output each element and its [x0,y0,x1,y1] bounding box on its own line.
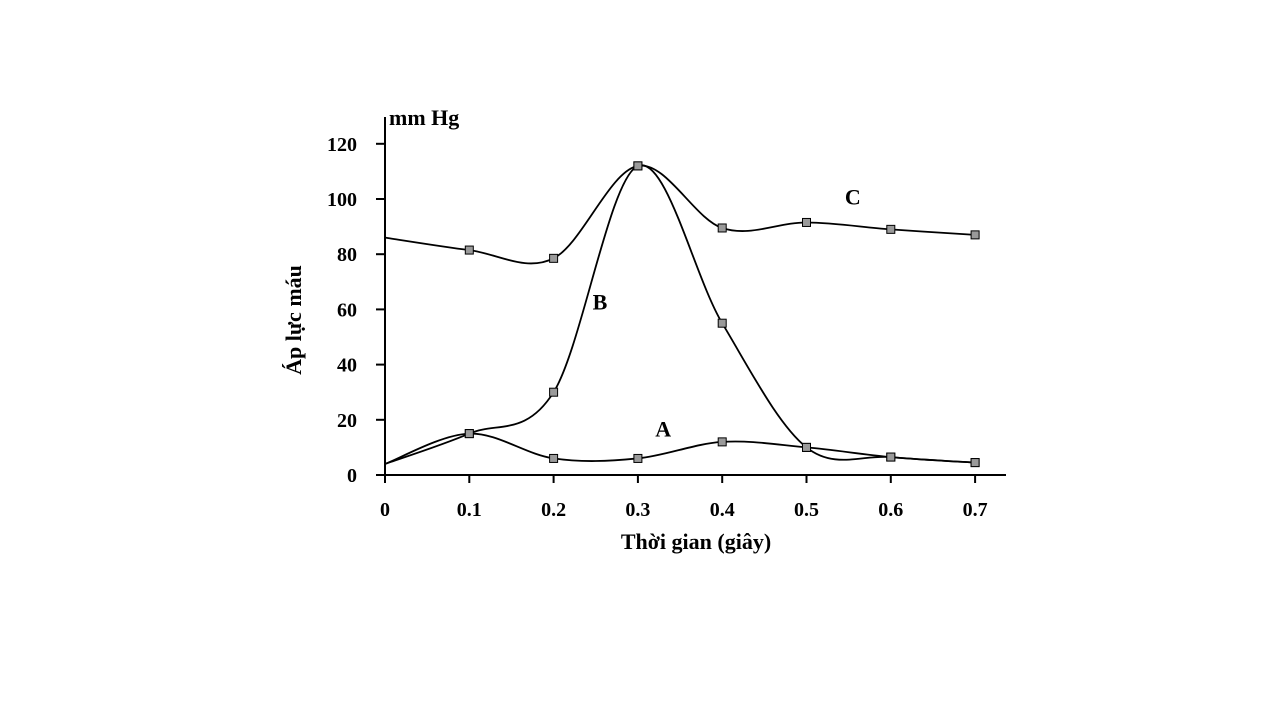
series-b-point [464,429,474,439]
series-b-point [549,387,559,397]
y-tick-label: 80 [337,244,357,266]
y-tick-label: 100 [327,189,357,211]
x-tick-label: 0.4 [710,499,735,521]
series-b-line [384,164,976,465]
series-a-point [717,437,727,447]
x-axis-ticks: 0 0.1 0.2 0.3 0.4 0.5 0.6 0.7 [380,475,988,521]
y-axis-title: Áp lực máu [281,265,306,375]
x-tick-label: 0.7 [963,499,988,521]
series-c-point [802,217,811,227]
series-c-line [384,164,976,265]
y-tick-label: 20 [337,410,357,432]
series-curves [384,164,976,465]
y-tick-label: 40 [337,355,357,377]
y-tick-label: 0 [347,465,357,487]
series-a-label: A [655,416,671,441]
x-tick-label: 0 [380,499,390,521]
series-c-label: C [845,185,861,210]
series-a-point [549,453,559,463]
series-b-point [970,458,980,468]
x-tick-label: 0.3 [625,499,650,521]
series-c-point [970,230,980,240]
series-b-label: B [593,289,608,314]
series-markers [464,161,980,468]
y-tick-label: 120 [327,134,357,156]
series-c-point [549,253,559,263]
series-a-point [633,453,643,463]
x-axis-title: Thời gian (giây) [621,529,771,554]
x-tick-label: 0.2 [541,499,566,521]
series-c-point [464,245,474,255]
y-unit-label: mm Hg [389,105,459,130]
series-b-point [802,442,811,452]
series-annotations: A B C [593,185,861,442]
series-c-point [717,223,727,233]
x-tick-label: 0.5 [794,499,819,521]
x-tick-label: 0.6 [878,499,903,521]
series-b-point [717,318,727,328]
series-b-point [886,452,896,462]
series-c-point [633,161,643,171]
x-tick-label: 0.1 [457,499,482,521]
series-c-point [886,224,896,234]
y-tick-label: 60 [337,299,357,321]
y-axis-ticks: 0 20 40 60 80 100 120 [327,134,385,487]
